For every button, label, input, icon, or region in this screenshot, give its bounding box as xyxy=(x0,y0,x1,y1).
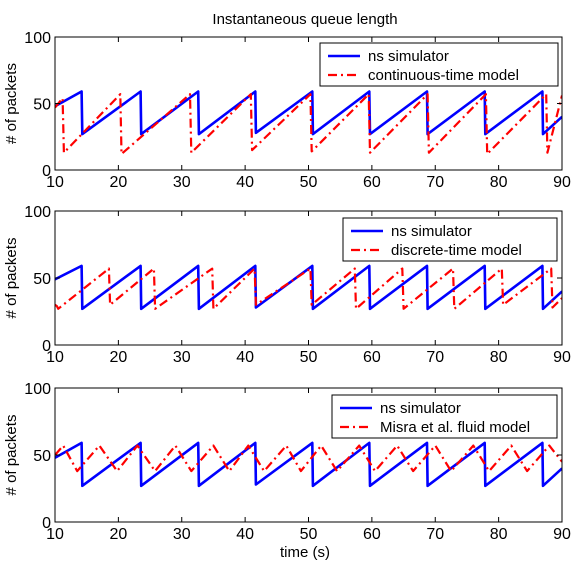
x-tick-label: 80 xyxy=(490,526,508,543)
x-tick-label: 40 xyxy=(236,174,254,191)
legend: ns simulator discrete-time model xyxy=(342,217,558,262)
y-tick-label: 50 xyxy=(33,271,51,288)
subplot-3: 10 20 30 40 50 60 70 80 90 0 50 100# of packets ns s… xyxy=(3,381,571,543)
x-tick-label: 20 xyxy=(109,526,127,543)
x-tick-label: 60 xyxy=(363,526,381,543)
y-tick-label: 0 xyxy=(42,163,51,180)
y-tick-label: 100 xyxy=(24,381,51,398)
x-tick-label: 20 xyxy=(109,349,127,366)
y-axis-label: # of packets xyxy=(3,63,20,144)
x-tick-label: 30 xyxy=(173,174,191,191)
legend-entry: discrete-time model xyxy=(391,242,522,259)
x-tick-label: 30 xyxy=(173,526,191,543)
legend-entry: ns simulator xyxy=(391,223,472,240)
x-tick-label: 60 xyxy=(363,174,381,191)
x-tick-label: 40 xyxy=(236,349,254,366)
legend: ns simulator continuous-time model xyxy=(319,42,559,87)
series-line-ns-simulator xyxy=(55,264,562,311)
x-tick-label: 30 xyxy=(173,349,191,366)
subplot-2: 10 20 30 40 50 60 70 80 90 0 50 100# of packets ns s… xyxy=(3,204,571,366)
series-line-model xyxy=(55,444,562,473)
series-line-ns-simulator xyxy=(55,90,562,136)
x-axis-label: time (s) xyxy=(280,544,330,561)
x-tick-label: 70 xyxy=(426,174,444,191)
legend-entry: Misra et al. fluid model xyxy=(380,419,530,436)
y-tick-label: 100 xyxy=(24,204,51,221)
x-tick-label: 50 xyxy=(300,349,318,366)
x-tick-label: 70 xyxy=(426,526,444,543)
y-tick-label: 0 xyxy=(42,515,51,532)
x-tick-label: 90 xyxy=(553,349,571,366)
series-line-ns-simulator xyxy=(55,441,562,488)
x-tick-label: 60 xyxy=(363,349,381,366)
legend: ns simulator Misra et al. fluid model xyxy=(331,394,558,439)
x-tick-label: 50 xyxy=(300,526,318,543)
x-tick-label: 80 xyxy=(490,349,508,366)
y-tick-label: 50 xyxy=(33,97,51,114)
legend-entry: ns simulator xyxy=(368,48,449,65)
x-tick-label: 80 xyxy=(490,174,508,191)
x-tick-label: 90 xyxy=(553,174,571,191)
legend-entry: ns simulator xyxy=(380,400,461,417)
x-tick-label: 20 xyxy=(109,174,127,191)
y-tick-label: 50 xyxy=(33,448,51,465)
subplot-1: 10 20 30 40 50 60 70 80 90 0 50 100# of packets ns s… xyxy=(3,30,571,191)
series-line-model xyxy=(55,93,562,156)
x-tick-label: 10 xyxy=(46,174,64,191)
y-tick-label: 100 xyxy=(24,30,51,47)
x-tick-label: 90 xyxy=(553,526,571,543)
y-axis-label: # of packets xyxy=(3,415,20,496)
y-tick-label: 0 xyxy=(42,338,51,355)
legend-entry: continuous-time model xyxy=(368,67,519,84)
x-tick-label: 10 xyxy=(46,526,64,543)
x-tick-label: 50 xyxy=(300,174,318,191)
series-line-model xyxy=(55,267,562,310)
x-tick-label: 10 xyxy=(46,349,64,366)
x-tick-label: 40 xyxy=(236,526,254,543)
y-axis-label: # of packets xyxy=(3,238,20,319)
x-tick-label: 70 xyxy=(426,349,444,366)
figure-title: Instantaneous queue length xyxy=(212,11,397,28)
